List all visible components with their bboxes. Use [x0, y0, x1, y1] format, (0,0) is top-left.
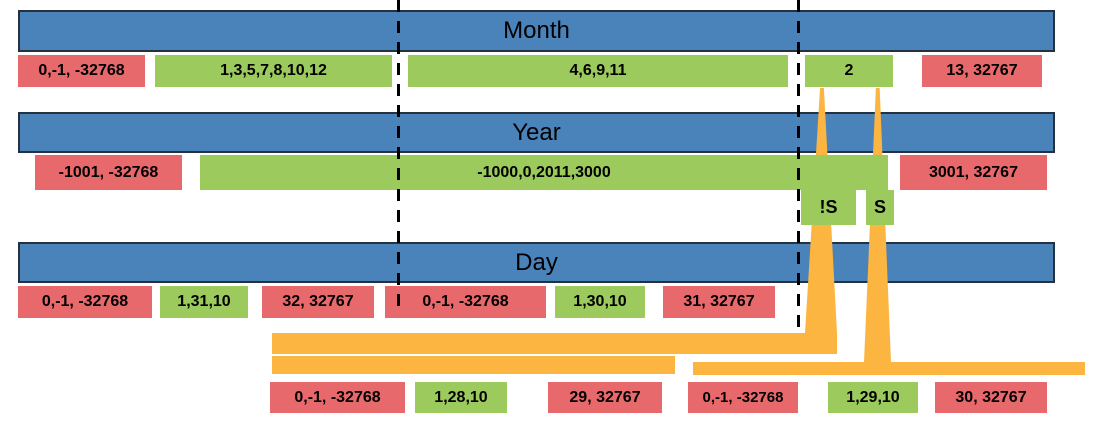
year-leap-partition: S [866, 190, 894, 225]
month-bar-title: Month [503, 17, 570, 44]
month-31day-partition: 1,3,5,7,8,10,12 [155, 55, 392, 87]
day30-invalid-low-partition: 0,-1, -32768 [385, 286, 546, 318]
day-bar-title: Day [515, 248, 558, 276]
day31-valid-partition: 1,31,10 [160, 286, 248, 318]
year-invalid-low-partition: -1001, -32768 [35, 155, 182, 190]
day31-invalid-low-partition: 0,-1, -32768 [18, 286, 152, 318]
separator-dashed-line-right [797, 0, 800, 330]
year-bar-title: Year [512, 118, 561, 146]
feb28-invalid-high-partition: 29, 32767 [548, 382, 662, 413]
year-valid-partition: -1000,0,2011,3000 [200, 155, 888, 190]
year-not-leap-partition: !S [801, 190, 856, 225]
month-invalid-low-partition: 0,-1, -32768 [18, 55, 145, 87]
feb28-connector-bar-top [272, 333, 837, 354]
feb29-valid-partition: 1,29,10 [828, 382, 918, 413]
month-bar: Month [18, 10, 1055, 52]
feb28-invalid-low-partition: 0,-1, -32768 [270, 382, 405, 413]
day-bar: Day [18, 242, 1055, 283]
day30-invalid-high-partition: 31, 32767 [663, 286, 775, 318]
year-invalid-high-partition: 3001, 32767 [900, 155, 1047, 190]
day30-valid-partition: 1,30,10 [555, 286, 645, 318]
separator-dashed-line-left [397, 0, 400, 315]
month-invalid-high-partition: 13, 32767 [922, 55, 1042, 87]
feb29-invalid-high-partition: 30, 32767 [935, 382, 1047, 413]
day31-invalid-high-partition: 32, 32767 [262, 286, 374, 318]
month-30day-partition: 4,6,9,11 [408, 55, 788, 87]
month-february-partition: 2 [805, 55, 893, 87]
feb28-valid-partition: 1,28,10 [415, 382, 507, 413]
feb28-connector-bar-bottom [272, 356, 675, 374]
year-bar: Year [18, 112, 1055, 153]
feb29-connector-bar [693, 362, 1085, 375]
feb29-invalid-low-partition: 0,-1, -32768 [688, 382, 798, 413]
